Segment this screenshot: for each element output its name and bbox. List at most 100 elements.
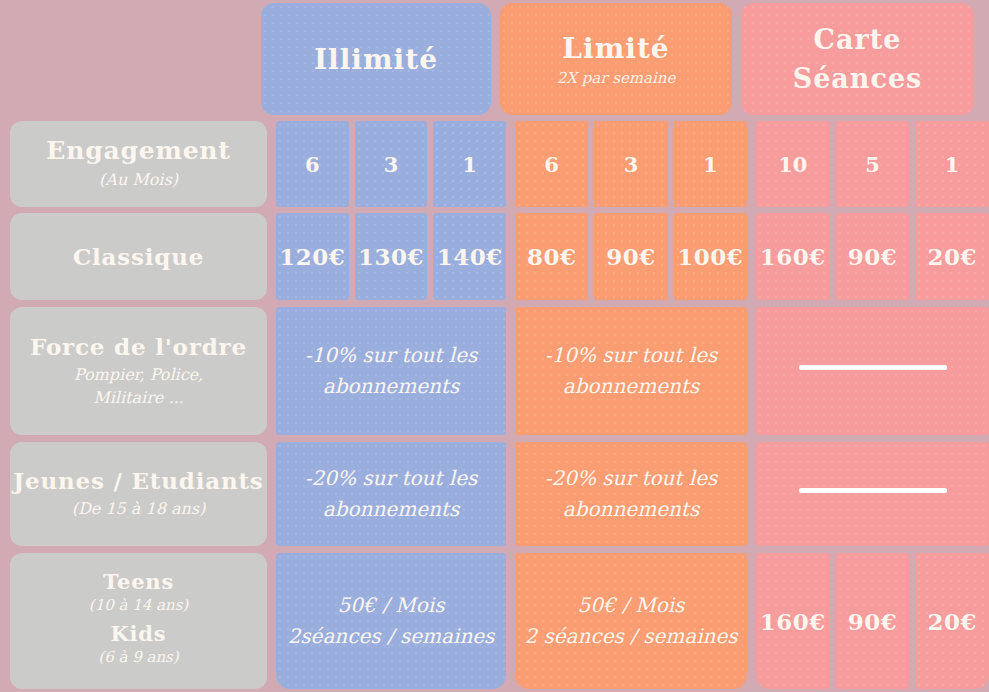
price-cell: 100€ [674, 213, 747, 300]
engagement-cell: 10 [756, 121, 830, 207]
illimite-engagement-cells: 6 3 1 [276, 121, 506, 207]
illimite-teens-cell: 50€ / Mois 2séances / semaines [276, 553, 506, 689]
dash-line [799, 488, 947, 493]
price-value: 120€ [279, 243, 345, 270]
engagement-cell: 6 [276, 121, 349, 207]
kids-subtitle: (6 à 9 ans) [98, 647, 178, 669]
discount-cell: -20% sur tout les abonnements [276, 442, 506, 546]
discount-cell: -10% sur tout les abonnements [515, 307, 747, 435]
limite-classique-cells: 80€ 90€ 100€ [515, 213, 747, 300]
carte-teens-cells: 160€ 90€ 20€ [756, 553, 989, 689]
price-value: 160€ [760, 608, 826, 635]
empty-cell [756, 307, 989, 435]
kids-title: Kids [111, 621, 167, 646]
classique-title: Classique [73, 243, 204, 270]
jeunes-title: Jeunes / Etudiants [13, 467, 263, 494]
engagement-value: 10 [778, 152, 807, 177]
limite-jeunes-cell: -20% sur tout les abonnements [515, 442, 747, 546]
engagement-label-cell: Engagement (Au Mois) [10, 121, 267, 207]
price-value: 20€ [927, 243, 977, 270]
engagement-value: 6 [305, 152, 320, 177]
teens-subtitle: (10 à 14 ans) [89, 595, 188, 617]
price-cell: 20€ [915, 553, 989, 689]
engagement-value: 3 [624, 152, 639, 177]
engagement-row: Engagement (Au Mois) 6 3 1 6 3 1 10 5 1 [10, 121, 989, 207]
illimite-classique-cells: 120€ 130€ 140€ [276, 213, 506, 300]
empty-cell [756, 442, 989, 546]
engagement-value: 6 [544, 152, 559, 177]
dash-line [799, 365, 947, 370]
force-ordre-subtitle: Pompier, Police, Militaire ... [74, 363, 203, 409]
engagement-value: 1 [462, 152, 477, 177]
discount-cell: -10% sur tout les abonnements [276, 307, 506, 435]
jeunes-etudiants-row: Jeunes / Etudiants (De 15 à 18 ans) -20%… [10, 442, 989, 546]
carte-classique-cells: 160€ 90€ 20€ [756, 213, 989, 300]
discount-text: -10% sur tout les abonnements [545, 340, 717, 402]
limite-title: Limité [562, 32, 669, 65]
price-cell: 90€ [594, 213, 667, 300]
jeunes-subtitle: (De 15 à 18 ans) [72, 497, 205, 520]
price-value: 90€ [848, 608, 898, 635]
limite-engagement-cells: 6 3 1 [515, 121, 747, 207]
engagement-value: 5 [865, 152, 880, 177]
limite-teens-cell: 50€ / Mois 2 séances / semaines [515, 553, 747, 689]
illimite-force-cell: -10% sur tout les abonnements [276, 307, 506, 435]
force-ordre-row: Force de l'ordre Pompier, Police, Milita… [10, 307, 989, 435]
engagement-value: 3 [384, 152, 399, 177]
price-value: 100€ [677, 243, 743, 270]
illimite-jeunes-cell: -20% sur tout les abonnements [276, 442, 506, 546]
engagement-cell: 5 [836, 121, 910, 207]
column-header-limite: Limité 2X par semaine [500, 3, 732, 115]
pricing-table: Illimité Limité 2X par semaine Carte Séa… [0, 0, 989, 692]
price-cell: 160€ [756, 213, 830, 300]
engagement-cell: 1 [674, 121, 747, 207]
limite-force-cell: -10% sur tout les abonnements [515, 307, 747, 435]
price-cell: 120€ [276, 213, 349, 300]
price-value: 90€ [848, 243, 898, 270]
column-header-illimite: Illimité [261, 3, 491, 115]
price-value: 20€ [927, 608, 977, 635]
classique-label-cell: Classique [10, 213, 267, 300]
teens-kids-row: Teens (10 à 14 ans) Kids (6 à 9 ans) 50€… [10, 553, 989, 689]
limite-subtitle: 2X par semaine [557, 69, 676, 87]
engagement-cell: 3 [594, 121, 667, 207]
force-ordre-title: Force de l'ordre [30, 333, 247, 360]
price-cell: 90€ [836, 213, 910, 300]
engagement-cell: 1 [915, 121, 989, 207]
illimite-title: Illimité [314, 43, 438, 76]
jeunes-label-cell: Jeunes / Etudiants (De 15 à 18 ans) [10, 442, 267, 546]
price-value: 130€ [358, 243, 424, 270]
header-row: Illimité Limité 2X par semaine Carte Séa… [10, 3, 989, 115]
offer-text: 50€ / Mois 2séances / semaines [288, 590, 495, 652]
column-header-carte-seances: Carte Séances [741, 3, 974, 115]
offer-text: 50€ / Mois 2 séances / semaines [524, 590, 737, 652]
price-value: 80€ [527, 243, 577, 270]
carte-seances-title: Carte Séances [793, 20, 923, 98]
offer-cell: 50€ / Mois 2 séances / semaines [515, 553, 747, 689]
engagement-subtitle: (Au Mois) [99, 168, 178, 191]
discount-cell: -20% sur tout les abonnements [515, 442, 747, 546]
carte-force-cell [756, 307, 989, 435]
engagement-cell: 3 [355, 121, 428, 207]
price-cell: 140€ [433, 213, 506, 300]
discount-text: -10% sur tout les abonnements [305, 340, 477, 402]
price-cell: 90€ [836, 553, 910, 689]
engagement-cell: 6 [515, 121, 588, 207]
price-value: 160€ [760, 243, 826, 270]
price-cell: 20€ [915, 213, 989, 300]
classique-row: Classique 120€ 130€ 140€ 80€ 90€ 100€ 16… [10, 213, 989, 300]
discount-text: -20% sur tout les abonnements [305, 463, 477, 525]
carte-jeunes-cell [756, 442, 989, 546]
teens-title: Teens [103, 569, 174, 594]
price-value: 140€ [437, 243, 503, 270]
price-value: 90€ [606, 243, 656, 270]
carte-engagement-cells: 10 5 1 [756, 121, 989, 207]
engagement-value: 1 [703, 152, 718, 177]
price-cell: 160€ [756, 553, 830, 689]
price-cell: 130€ [355, 213, 428, 300]
engagement-cell: 1 [433, 121, 506, 207]
engagement-title: Engagement [46, 136, 230, 165]
teens-kids-label-cell: Teens (10 à 14 ans) Kids (6 à 9 ans) [10, 553, 267, 689]
force-ordre-label-cell: Force de l'ordre Pompier, Police, Milita… [10, 307, 267, 435]
offer-cell: 50€ / Mois 2séances / semaines [276, 553, 506, 689]
